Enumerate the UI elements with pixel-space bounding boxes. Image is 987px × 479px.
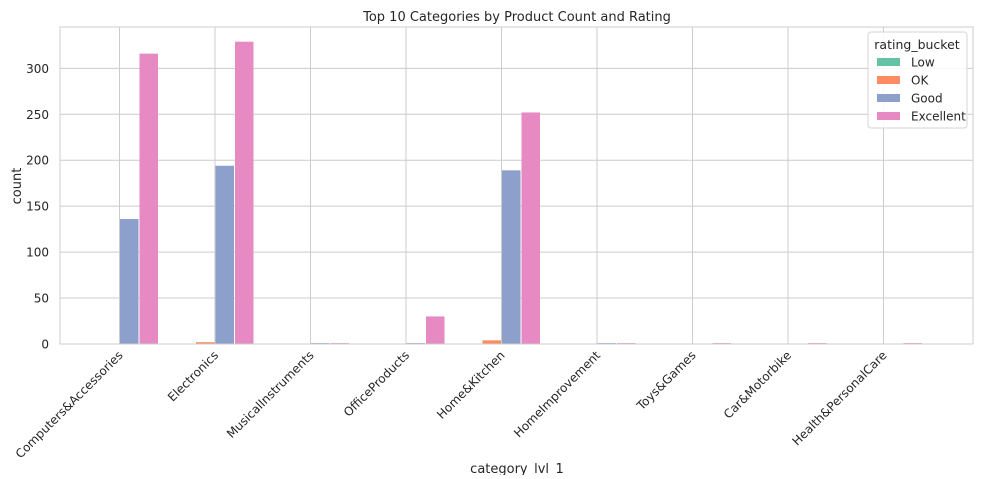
bar-excellent (139, 53, 158, 345)
y-tick-label: 250 (26, 108, 49, 122)
legend-swatch-ok (877, 76, 900, 84)
y-tick-label: 50 (34, 292, 49, 306)
x-tick-label: Health&PersonalCare (790, 348, 890, 448)
y-tick-label: 300 (26, 62, 49, 76)
y-axis-label: count (10, 168, 25, 205)
y-tick-label: 100 (26, 246, 49, 260)
bar-ok (482, 340, 501, 344)
plot-frame (59, 26, 974, 345)
legend-label-low: Low (911, 56, 935, 70)
x-tick-label: Home&Kitchen (434, 348, 507, 421)
y-tick-label: 0 (41, 338, 49, 352)
x-tick-label: MusicalInstruments (224, 348, 317, 441)
x-tick-label: Car&Motorbike (721, 348, 794, 421)
legend-swatch-good (877, 94, 900, 102)
legend-label-good: Good (911, 92, 943, 106)
x-tick-label: Computers&Accessories (13, 348, 126, 461)
x-tick-label: Electronics (165, 348, 221, 404)
bar-good (215, 165, 234, 344)
y-tick-label: 200 (26, 154, 49, 168)
x-tick-label: OfficeProducts (341, 348, 412, 419)
legend: rating_bucket Low OK Good Excellent (867, 31, 968, 129)
bar-good (502, 170, 521, 344)
bar-ok (196, 342, 215, 344)
bar-good (120, 219, 139, 344)
x-axis-label: category_lvl_1 (470, 462, 564, 475)
bar-excellent (521, 112, 540, 344)
bar-excellent (426, 316, 445, 344)
legend-swatch-low (877, 58, 900, 66)
bar-excellent (235, 41, 254, 345)
legend-title: rating_bucket (874, 37, 959, 52)
legend-box (867, 31, 968, 129)
x-tick-label: Toys&Games (633, 348, 698, 413)
legend-swatch-excellent (877, 112, 900, 120)
x-tick-label: HomeImprovement (511, 348, 603, 440)
legend-label-excellent: Excellent (911, 110, 966, 124)
y-tick-label: 150 (26, 200, 49, 214)
legend-label-ok: OK (911, 74, 929, 88)
chart-title: Top 10 Categories by Product Count and R… (362, 10, 671, 25)
